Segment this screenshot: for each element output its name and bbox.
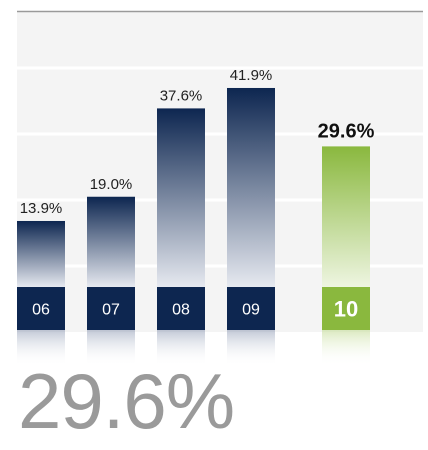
bar-06 (17, 220, 65, 287)
bar-reflection (227, 330, 275, 366)
bar-reflection (157, 330, 205, 366)
bar-reflections (17, 330, 370, 366)
value-label-10: 29.6% (318, 120, 375, 142)
category-label-10: 10 (334, 297, 358, 322)
category-label-09: 09 (242, 302, 260, 319)
bar-09 (227, 87, 275, 287)
category-box-06 (17, 287, 65, 330)
bars (17, 87, 370, 288)
value-labels: 13.9% 19.0% 37.6% 41.9% 29.6% (20, 67, 375, 217)
category-box-10 (322, 287, 370, 330)
big-value-label: 29.6% (18, 357, 235, 445)
category-box-07 (87, 287, 135, 330)
bar-reflection (87, 330, 135, 366)
category-label-07: 07 (102, 302, 120, 319)
bar-10 (322, 146, 370, 287)
category-label-06: 06 (32, 302, 50, 319)
category-boxes: 06 07 08 09 10 (17, 287, 370, 330)
value-label-09: 41.9% (230, 67, 273, 84)
bar-08 (157, 108, 205, 288)
category-label-08: 08 (172, 302, 190, 319)
bar-reflection (17, 330, 65, 366)
value-label-08: 37.6% (160, 87, 203, 104)
category-box-09 (227, 287, 275, 330)
bar-07 (87, 196, 135, 287)
bar-reflection (322, 330, 370, 366)
value-label-06: 13.9% (20, 200, 63, 217)
category-box-08 (157, 287, 205, 330)
value-label-07: 19.0% (90, 176, 133, 193)
